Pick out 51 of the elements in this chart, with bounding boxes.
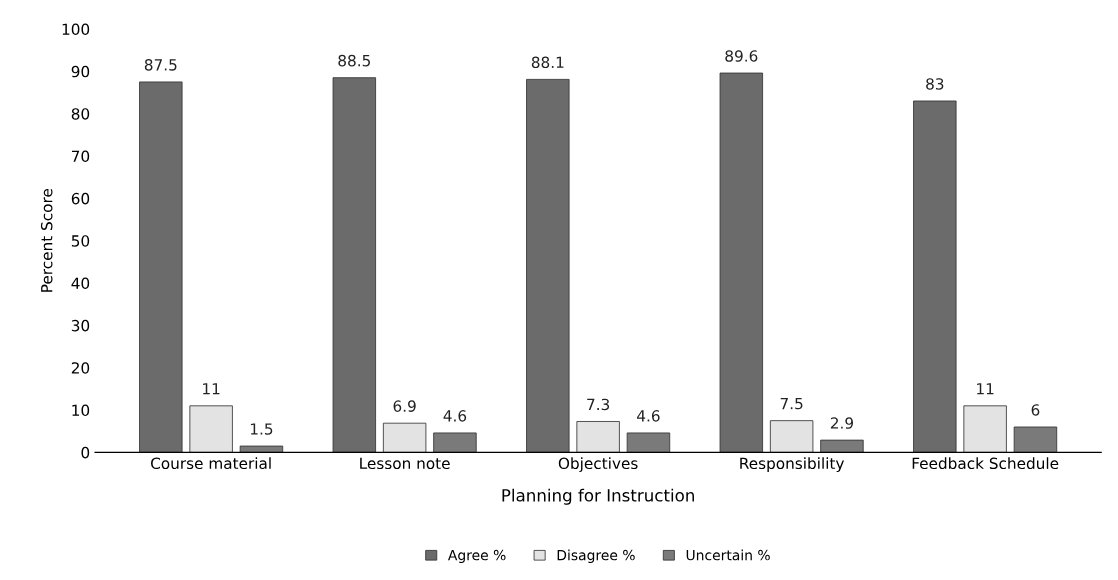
bar [963, 405, 1007, 453]
data-label: 89.6 [725, 50, 758, 62]
data-label: 4.6 [637, 410, 660, 422]
data-label: 4.6 [443, 410, 467, 422]
x-axis-title: Planning for Instruction [502, 488, 694, 505]
data-label: 88.1 [531, 56, 564, 69]
bar [913, 100, 957, 453]
bar [626, 432, 671, 453]
bar [820, 439, 864, 453]
bar [382, 422, 427, 453]
bar [526, 78, 570, 453]
bar [769, 420, 814, 453]
data-label: 83 [926, 78, 944, 90]
bar [239, 445, 284, 453]
bar [719, 72, 764, 453]
y-tick-label: 70 [71, 150, 90, 163]
y-tick-label: 30 [71, 319, 90, 332]
data-label: 7.5 [780, 398, 803, 410]
y-tick-label: 100 [62, 23, 90, 36]
x-tick-label: Course material [151, 457, 271, 470]
x-tick-label: Feedback Schedule [912, 457, 1059, 470]
y-tick-label: 0 [81, 446, 90, 459]
data-label: 6 [1031, 404, 1040, 416]
y-tick-label: 90 [71, 65, 90, 78]
y-tick-label: 60 [71, 192, 90, 205]
y-tick-label: 80 [71, 108, 90, 120]
y-tick-label: 10 [72, 404, 90, 417]
legend-label: Agree % [447, 549, 506, 564]
bar [139, 81, 183, 453]
bar [189, 405, 233, 453]
data-label: 2.9 [830, 417, 854, 429]
x-tick-label: Lesson note [360, 457, 450, 470]
bar [433, 432, 477, 453]
data-label: 11 [203, 383, 220, 395]
data-label: 1.5 [250, 423, 273, 435]
data-label: 87.5 [144, 59, 177, 71]
data-label: 6.9 [393, 400, 416, 412]
y-tick-label: 20 [71, 362, 90, 374]
y-tick-label: 40 [71, 277, 90, 290]
legend-label: Uncertain % [686, 549, 770, 561]
data-label: 11 [977, 383, 994, 395]
y-tick-label: 50 [71, 235, 90, 247]
data-label: 88.5 [338, 54, 370, 67]
data-label: 7.3 [587, 398, 610, 411]
bar [576, 421, 620, 453]
y-axis-title: Percent Score [40, 188, 53, 292]
bar [1013, 426, 1058, 453]
bar [332, 77, 377, 453]
x-tick-label: Objectives [558, 457, 638, 473]
x-tick-label: Responsibility [740, 457, 845, 473]
legend-label: Disagree % [557, 549, 635, 564]
